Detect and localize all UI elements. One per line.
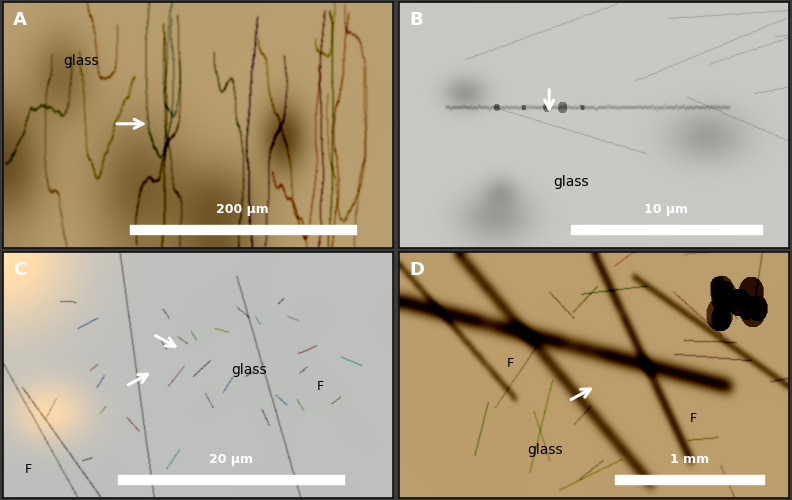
Bar xyxy=(118,475,345,484)
Text: F: F xyxy=(690,412,697,424)
Text: glass: glass xyxy=(230,363,266,377)
Text: glass: glass xyxy=(63,54,99,68)
Text: 20 μm: 20 μm xyxy=(209,453,253,466)
Text: F: F xyxy=(317,380,324,392)
Bar xyxy=(570,225,762,234)
Text: A: A xyxy=(13,10,27,29)
Text: 1 mm: 1 mm xyxy=(670,453,709,466)
Text: 200 μm: 200 μm xyxy=(216,203,269,216)
Text: 10 μm: 10 μm xyxy=(644,203,688,216)
Text: F: F xyxy=(507,358,514,370)
Text: B: B xyxy=(409,10,423,29)
Text: D: D xyxy=(409,260,424,278)
Text: F: F xyxy=(25,463,32,476)
Bar xyxy=(615,475,763,484)
Text: C: C xyxy=(13,260,26,278)
Text: glass: glass xyxy=(553,174,588,188)
Bar xyxy=(130,225,356,234)
Text: glass: glass xyxy=(527,443,563,457)
